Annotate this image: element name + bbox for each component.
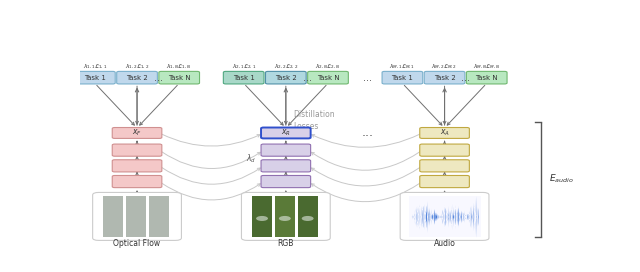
Bar (252, 196, 272, 237)
Text: Task N: Task N (476, 75, 498, 81)
Circle shape (256, 216, 268, 221)
FancyBboxPatch shape (74, 71, 115, 84)
FancyBboxPatch shape (420, 175, 469, 188)
Text: ...: ... (154, 73, 163, 83)
Text: Optical Flow: Optical Flow (113, 239, 161, 248)
Bar (275, 196, 295, 237)
Text: Distillation
Losses: Distillation Losses (293, 110, 335, 131)
Text: Audio: Audio (434, 239, 456, 248)
FancyBboxPatch shape (420, 128, 469, 138)
FancyBboxPatch shape (112, 144, 162, 156)
FancyBboxPatch shape (261, 160, 310, 172)
Bar (298, 196, 317, 237)
Text: $E_{audio}$: $E_{audio}$ (548, 173, 573, 186)
Text: ...: ... (363, 73, 372, 83)
Bar (408, 196, 481, 237)
Text: Task N: Task N (168, 75, 191, 81)
Text: ...: ... (362, 126, 374, 140)
Text: $x_F$: $x_F$ (132, 128, 142, 138)
FancyBboxPatch shape (467, 71, 507, 84)
Text: $x_A$: $x_A$ (440, 128, 449, 138)
FancyBboxPatch shape (400, 193, 489, 240)
Text: Task 2: Task 2 (434, 75, 456, 81)
FancyBboxPatch shape (93, 193, 181, 240)
Text: Task 2: Task 2 (275, 75, 297, 81)
Text: $x_R$: $x_R$ (281, 128, 291, 138)
Bar (126, 196, 146, 237)
FancyBboxPatch shape (308, 71, 348, 84)
FancyBboxPatch shape (112, 160, 162, 172)
Text: ...: ... (461, 73, 470, 83)
Text: Task 1: Task 1 (392, 75, 413, 81)
Text: $\lambda_{1,1}\mathcal{L}_{1,1}$: $\lambda_{1,1}\mathcal{L}_{1,1}$ (83, 63, 107, 71)
Text: Task 1: Task 1 (233, 75, 255, 81)
Text: RGB: RGB (278, 239, 294, 248)
Bar (103, 196, 123, 237)
Circle shape (279, 216, 291, 221)
FancyBboxPatch shape (266, 71, 306, 84)
Text: ...: ... (303, 73, 312, 83)
FancyBboxPatch shape (261, 175, 310, 188)
Text: $\lambda_d$: $\lambda_d$ (246, 152, 256, 165)
FancyBboxPatch shape (382, 71, 423, 84)
Text: $\lambda_{M,1}\mathcal{L}_{M,1}$: $\lambda_{M,1}\mathcal{L}_{M,1}$ (389, 63, 415, 71)
FancyBboxPatch shape (159, 71, 200, 84)
Text: $\lambda_{1,N}\mathcal{L}_{1,N}$: $\lambda_{1,N}\mathcal{L}_{1,N}$ (166, 63, 192, 71)
Text: Task 1: Task 1 (84, 75, 106, 81)
FancyBboxPatch shape (424, 71, 465, 84)
Text: $\lambda_{1,2}\mathcal{L}_{1,2}$: $\lambda_{1,2}\mathcal{L}_{1,2}$ (125, 63, 149, 71)
FancyBboxPatch shape (241, 193, 330, 240)
Text: $\lambda_{2,2}\mathcal{L}_{2,2}$: $\lambda_{2,2}\mathcal{L}_{2,2}$ (274, 63, 298, 71)
FancyBboxPatch shape (420, 144, 469, 156)
Text: $\lambda_{2,1}\mathcal{L}_{2,1}$: $\lambda_{2,1}\mathcal{L}_{2,1}$ (232, 63, 256, 71)
FancyBboxPatch shape (112, 128, 162, 138)
Text: Task N: Task N (317, 75, 339, 81)
FancyBboxPatch shape (116, 71, 157, 84)
Text: $\lambda_{2,N}\mathcal{L}_{2,N}$: $\lambda_{2,N}\mathcal{L}_{2,N}$ (316, 63, 340, 71)
FancyBboxPatch shape (261, 128, 310, 138)
Circle shape (301, 216, 314, 221)
FancyBboxPatch shape (223, 71, 264, 84)
Text: $\lambda_{M,2}\mathcal{L}_{M,2}$: $\lambda_{M,2}\mathcal{L}_{M,2}$ (431, 63, 458, 71)
FancyBboxPatch shape (261, 144, 310, 156)
Bar (149, 196, 169, 237)
FancyBboxPatch shape (420, 160, 469, 172)
FancyBboxPatch shape (112, 175, 162, 188)
Text: Task 2: Task 2 (126, 75, 148, 81)
Text: $\lambda_{M,N}\mathcal{L}_{M,N}$: $\lambda_{M,N}\mathcal{L}_{M,N}$ (473, 63, 500, 71)
